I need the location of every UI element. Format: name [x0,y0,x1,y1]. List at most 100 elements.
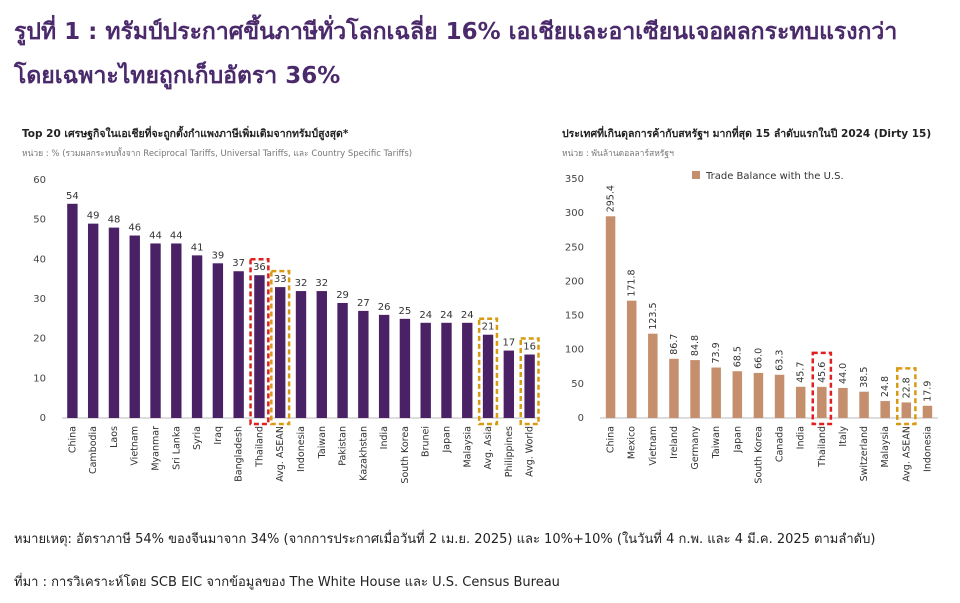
highlight-box-red-thailand [249,257,270,426]
bar-mexico [626,300,637,418]
data-label-avg-world: 16 [523,342,536,353]
y-tick-label: 50 [571,379,584,390]
y-tick-label: 60 [33,175,46,186]
data-label-iraq: 39 [212,250,225,261]
category-label-avg-asean: Avg. ASEAN [275,426,286,482]
bar-china [67,203,78,418]
right-chart: 0 50 100 150 200 250 300 350 295.4 China 171.8 Mexi… [565,171,938,484]
data-label-bangladesh: 37 [232,258,245,269]
highlight-box-red-thailand [811,351,833,426]
category-label-taiwan: Taiwan [317,426,328,459]
data-label-malaysia: 24.8 [880,376,891,397]
category-label-avg-asean: Avg. ASEAN [901,426,912,482]
bar-avg-world [524,354,535,418]
highlight-box-gold-avg-asean [270,269,291,426]
data-label-japan: 68.5 [732,346,743,367]
category-label-thailand: Thailand [817,426,828,468]
y-tick-label: 350 [565,174,584,185]
data-label-china: 295.4 [606,185,617,212]
data-label-avg-asean: 22.8 [901,377,912,398]
legend-label: Trade Balance with the U.S. [705,171,844,182]
y-tick-label: 0 [578,413,584,424]
bar-kazakhstan [358,310,369,418]
bar-vietnam [129,235,140,418]
category-label-sri-lanka: Sri Lanka [171,426,182,470]
bar-taiwan [711,367,721,418]
data-label-china: 54 [66,191,79,202]
data-label-japan: 24 [440,310,453,321]
data-label-india: 26 [378,302,391,313]
right-chart-subtitle: หน่วย : พันล้านดอลลาร์สหรัฐฯ [562,149,674,159]
bar-bangladesh [233,271,244,418]
headline-line-2: โดยเฉพาะไทยถูกเก็บอัตรา 36% [14,63,341,89]
category-label-indonesia: Indonesia [296,426,307,472]
bar-laos [108,227,120,418]
bar-ireland [669,358,679,418]
bar-taiwan [316,291,327,418]
data-label-thailand: 36 [253,262,266,273]
category-label-thailand: Thailand [254,426,265,468]
category-label-brunei: Brunei [421,426,432,457]
category-label-vietnam: Vietnam [648,426,659,466]
data-label-brunei: 24 [419,310,432,321]
y-tick-label: 100 [565,345,584,356]
category-label-iraq: Iraq [213,426,224,445]
data-label-philippines: 17 [502,338,515,349]
category-label-syria: Syria [192,426,203,450]
bar-switzerland [859,391,869,418]
bar-sri-lanka [171,243,182,418]
bar-myanmar [150,243,161,418]
category-label-vietnam: Vietnam [130,426,141,466]
bar-india [795,386,806,418]
data-label-indonesia: 17.9 [922,381,933,402]
data-label-indonesia: 32 [295,278,308,289]
data-label-taiwan: 73.9 [711,342,722,363]
bar-iraq [212,263,224,418]
headline: รูปที่ 1 : ทรัมป์ประกาศขึ้นภาษีทั่วโลกเฉ… [14,10,950,98]
bar-indonesia [295,291,307,418]
bar-germany [690,360,700,418]
category-label-canada: Canada [775,426,786,462]
data-label-avg-asean: 33 [274,274,287,285]
bar-india [378,314,390,418]
left-chart-title: Top 20 เศรษฐกิจในเอเชียที่จะถูกตั้งกำแพง… [22,128,349,140]
bar-vietnam [648,333,658,418]
y-tick-label: 200 [565,276,584,287]
data-label-germany: 84.8 [690,335,701,356]
data-label-sri-lanka: 44 [170,230,183,241]
category-label-india: India [379,426,390,449]
data-label-laos: 48 [108,215,121,226]
right-chart-title: ประเทศที่เกินดุลการค้ากับสหรัฐฯ มากที่สุ… [562,128,932,140]
data-label-cambodia: 49 [87,211,100,222]
data-label-canada: 63.3 [775,350,786,371]
category-label-bangladesh: Bangladesh [234,426,245,482]
data-label-mexico: 171.8 [627,269,638,296]
left-chart-subtitle: หน่วย : % (รวมผลกระทบทั้งจาก Reciprocal … [22,149,413,159]
data-label-avg-asia: 21 [482,322,495,333]
category-label-china: China [606,426,617,453]
data-label-ireland: 86.7 [669,334,680,355]
category-label-laos: Laos [109,426,120,448]
bar-italy [838,387,848,418]
bar-south-korea [753,372,764,418]
headline-line-1: รูปที่ 1 : ทรัมป์ประกาศขึ้นภาษีทั่วโลกเฉ… [14,19,898,45]
left-chart: 0 10 20 30 40 50 60 54 China 49 Cambodia 48 Laos 46 Vi… [33,175,540,484]
data-label-switzerland: 38.5 [859,367,870,388]
data-label-south-korea: 25 [399,306,412,317]
bar-japan [732,371,743,418]
legend-swatch [692,171,700,179]
category-label-south-korea: South Korea [753,426,764,484]
category-label-mexico: Mexico [627,426,638,459]
y-tick-label: 20 [33,334,46,345]
data-label-pakistan: 29 [336,290,349,301]
category-label-malaysia: Malaysia [462,426,473,468]
data-label-india: 45.7 [796,362,807,383]
category-label-south-korea: South Korea [400,426,411,484]
category-label-avg-world: Avg. World [525,426,536,477]
remark-note: หมายเหตุ: อัตราภาษี 54% ของจีนมาจาก 34% … [14,532,876,547]
source-note: ที่มา : การวิเคราะห์โดย SCB EIC จากข้อมู… [14,575,560,590]
category-label-japan: Japan [732,426,743,454]
bar-malaysia [880,401,890,418]
category-label-taiwan: Taiwan [711,426,722,459]
category-label-germany: Germany [690,426,701,470]
